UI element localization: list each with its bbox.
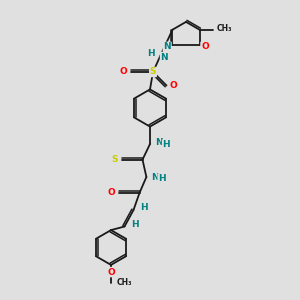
Text: N: N [160, 52, 168, 62]
Text: CH₃: CH₃ [217, 24, 232, 33]
Text: H: H [140, 203, 148, 212]
Text: O: O [120, 68, 128, 76]
Text: H: H [163, 140, 170, 149]
Text: S: S [150, 68, 156, 76]
Text: H: H [131, 220, 139, 229]
Text: N: N [164, 42, 171, 51]
Text: H: H [158, 174, 166, 183]
Text: O: O [201, 42, 209, 51]
Text: H: H [148, 50, 155, 58]
Text: CH₃: CH₃ [116, 278, 132, 287]
Text: N: N [151, 172, 158, 182]
Text: S: S [111, 155, 118, 164]
Text: N: N [155, 138, 163, 147]
Text: O: O [108, 188, 116, 197]
Text: O: O [107, 268, 115, 277]
Text: O: O [169, 81, 177, 90]
